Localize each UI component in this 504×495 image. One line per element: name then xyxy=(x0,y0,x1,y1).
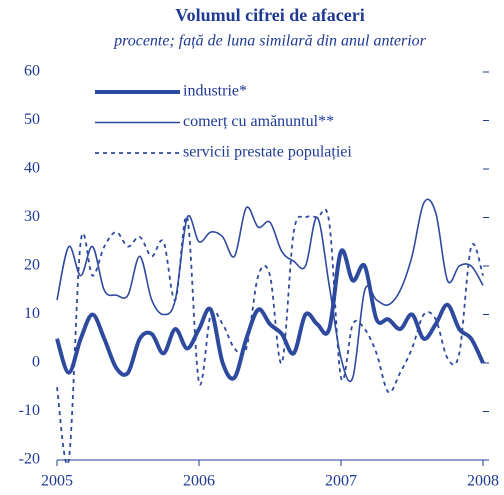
series-line xyxy=(55,248,485,381)
y-tick-label: 20 xyxy=(24,257,40,274)
x-tick-label: 2007 xyxy=(325,473,357,490)
x-tick-label: 2006 xyxy=(183,473,215,490)
y-tick-label: 60 xyxy=(24,63,40,80)
y-tick-label: 50 xyxy=(24,111,40,128)
legend-label: industrie* xyxy=(183,83,247,100)
chart-subtitle: procente; față de luna similară din anul… xyxy=(113,33,427,50)
series-line xyxy=(56,208,484,465)
y-tick-label: 30 xyxy=(24,208,40,225)
legend-label: comerț cu amănuntul** xyxy=(183,113,334,130)
legend-label: servicii prestate populației xyxy=(183,144,352,161)
y-tick-label: 0 xyxy=(32,354,40,371)
series-line xyxy=(56,198,484,383)
y-tick-label: 10 xyxy=(24,305,40,322)
x-tick-label: 2008 xyxy=(467,473,499,490)
y-tick-label: -10 xyxy=(19,402,40,419)
x-tick-label: 2005 xyxy=(41,473,73,490)
y-tick-label: 40 xyxy=(24,160,40,177)
y-tick-label: -20 xyxy=(19,451,40,468)
chart-title: Volumul cifrei de afaceri xyxy=(175,5,364,25)
